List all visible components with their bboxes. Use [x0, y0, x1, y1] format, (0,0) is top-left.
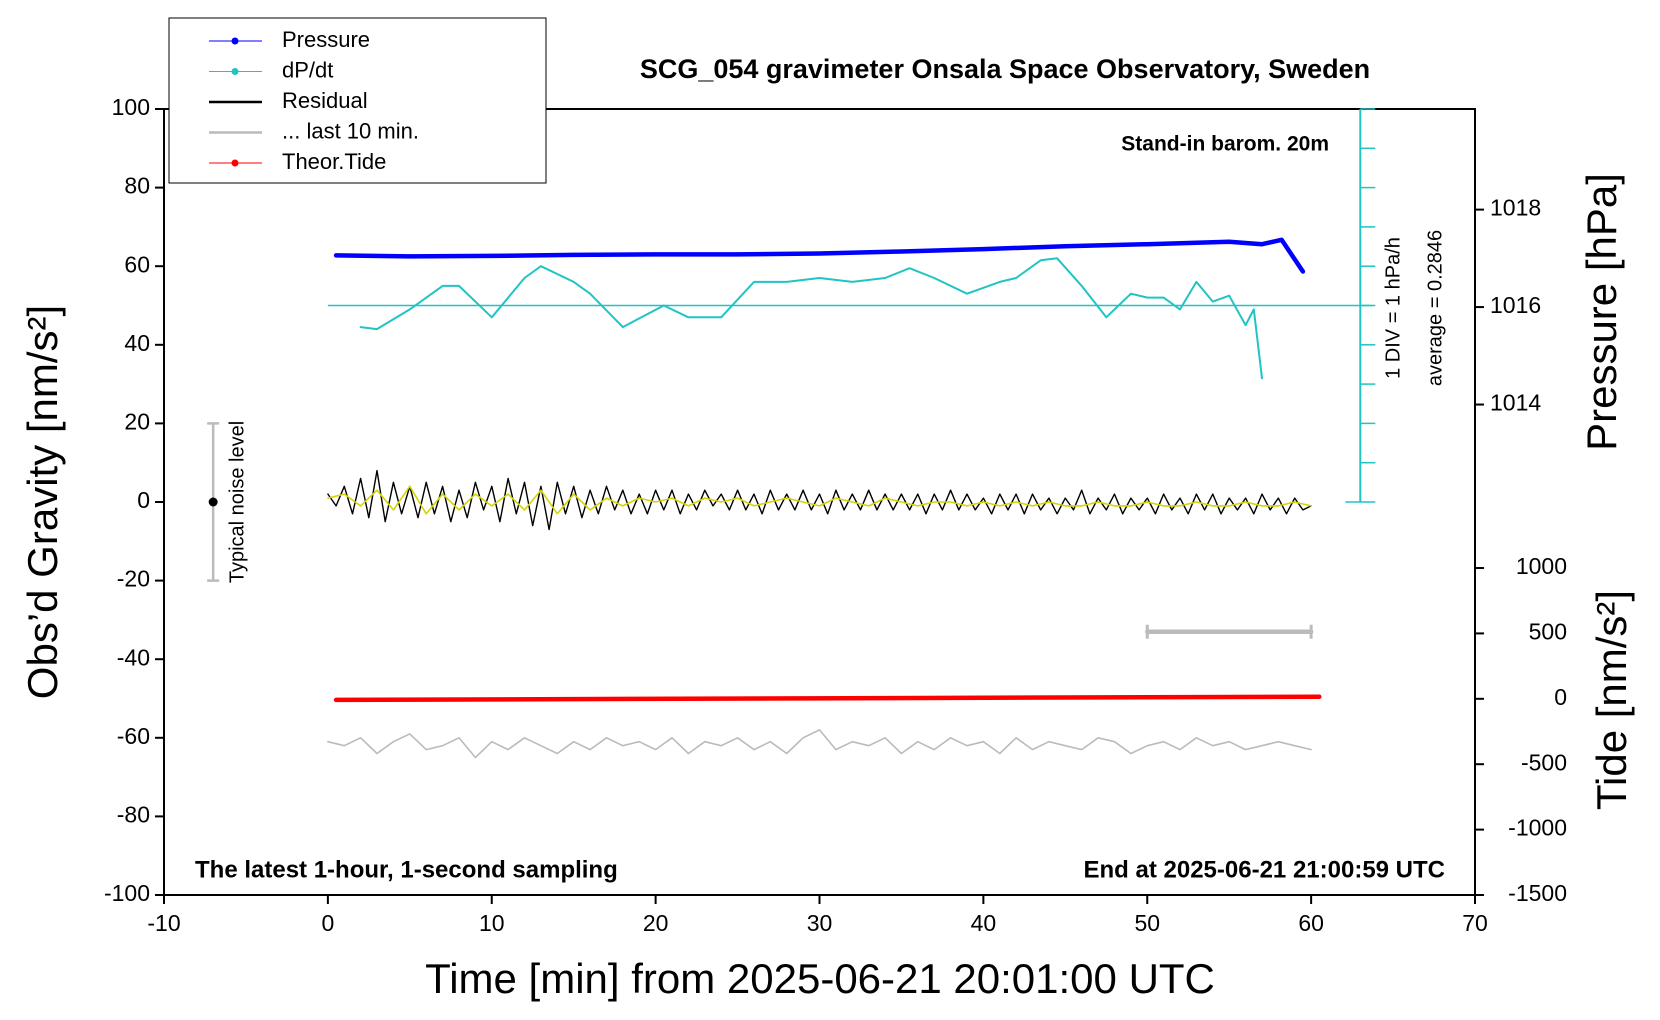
x-tick-label: 60 [1298, 910, 1324, 936]
series-line [359, 257, 1263, 380]
y-tick-label: -100 [104, 880, 150, 906]
x-tick-label: 0 [321, 910, 334, 936]
pressure-tick-label: 1014 [1490, 390, 1541, 416]
annotation: The latest 1-hour, 1-second sampling [195, 856, 618, 883]
series-line [327, 485, 1312, 515]
annotation: Stand-in barom. 20m [1121, 133, 1329, 156]
y-tick-label: 80 [124, 173, 150, 199]
y-tick-label: 100 [112, 94, 150, 120]
y-tick-label: 40 [124, 330, 150, 356]
series-line [333, 694, 1322, 703]
chart-title: SCG_054 gravimeter Onsala Space Observat… [640, 54, 1370, 84]
y-tick-label: -40 [117, 644, 150, 670]
annotation: End at 2025-06-21 21:00:59 UTC [1084, 856, 1446, 883]
x-tick-label: 30 [807, 910, 833, 936]
x-tick-label: 20 [643, 910, 669, 936]
tide-tick-label: 500 [1529, 618, 1567, 644]
y-tick-label: 20 [124, 408, 150, 434]
tide-axis-label: Tide [nm/s²] [1588, 590, 1635, 810]
tide-tick-label: -500 [1521, 749, 1567, 775]
series-line [327, 469, 1312, 531]
tide-tick-label: 0 [1554, 684, 1567, 710]
legend-label: ... last 10 min. [282, 118, 419, 143]
y-tick-label: 60 [124, 251, 150, 277]
legend-label: Residual [282, 88, 368, 113]
legend-box [168, 17, 547, 184]
x-tick-label: -10 [147, 910, 180, 936]
y-tick-label: -80 [117, 801, 150, 827]
x-axis-label: Time [min] from 2025-06-21 20:01:00 UTC [425, 955, 1215, 1002]
legend-marker [231, 159, 239, 167]
y-axis-label: Obs’d Gravity [nm/s²] [19, 305, 66, 699]
pressure-tick-label: 1018 [1490, 195, 1541, 221]
y-tick-label: 0 [137, 487, 150, 513]
tide-tick-label: -1000 [1508, 815, 1567, 841]
pressure-axis-label: Pressure [hPa] [1578, 173, 1625, 451]
legend-label: Theor.Tide [282, 149, 386, 174]
tide-tick-label: 1000 [1516, 553, 1567, 579]
y-tick-label: -20 [117, 566, 150, 592]
y-tick-label: -60 [117, 723, 150, 749]
legend-label: dP/dt [282, 57, 333, 82]
annotation: 1 DIV = 1 hPa/h [1382, 237, 1404, 379]
x-tick-label: 50 [1134, 910, 1160, 936]
legend-marker [231, 37, 239, 45]
plot-frame [163, 108, 1476, 896]
legend-marker [231, 68, 239, 75]
x-tick-label: 40 [971, 910, 997, 936]
pressure-tick-label: 1016 [1490, 292, 1541, 318]
x-tick-label: 10 [479, 910, 505, 936]
legend-label: Pressure [282, 27, 370, 52]
tide-tick-label: -1500 [1508, 880, 1567, 906]
annotation: Typical noise level [226, 421, 248, 583]
x-tick-label: 70 [1462, 910, 1488, 936]
series-line [333, 237, 1306, 274]
annotation: average = 0.2846 [1424, 230, 1446, 386]
noise-center [208, 497, 218, 507]
series-line [327, 729, 1312, 759]
